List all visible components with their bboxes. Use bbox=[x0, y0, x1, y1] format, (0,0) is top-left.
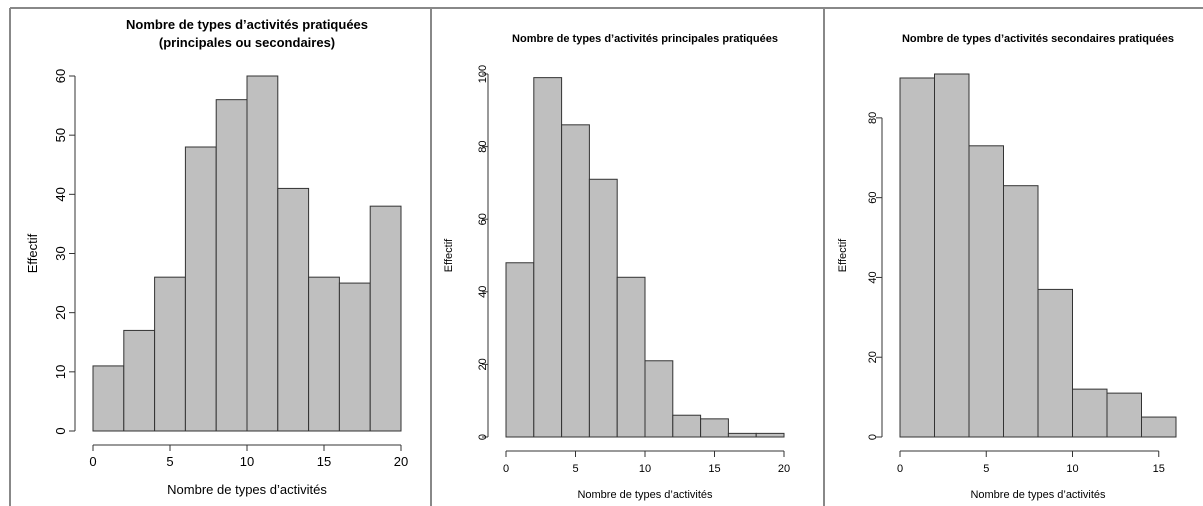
x-tick-label: 15 bbox=[317, 454, 331, 469]
y-tick-label: 80 bbox=[867, 112, 879, 124]
y-tick-label: 80 bbox=[477, 140, 489, 152]
histogram-bar bbox=[1072, 388, 1108, 438]
histogram-bar bbox=[644, 360, 674, 438]
x-tick-label: 20 bbox=[778, 463, 790, 475]
y-tick-label: 10 bbox=[53, 365, 68, 379]
histogram-bar bbox=[672, 414, 702, 438]
histogram-panel-all: Nombre de types d’activités pratiquées (p… bbox=[25, 17, 408, 497]
histogram-bar bbox=[184, 146, 217, 432]
y-tick-label: 60 bbox=[867, 192, 879, 204]
x-tick-label: 5 bbox=[572, 463, 578, 475]
histogram-bar bbox=[277, 187, 310, 432]
histogram-bar bbox=[899, 77, 935, 438]
histogram-bar bbox=[1106, 392, 1142, 438]
x-tick-label: 5 bbox=[983, 463, 989, 475]
histogram-bar bbox=[92, 365, 125, 432]
histogram-bar bbox=[1003, 185, 1039, 438]
histogram-bar bbox=[338, 282, 371, 432]
histogram-bar bbox=[755, 432, 785, 438]
histogram-bar bbox=[369, 205, 402, 432]
y-tick-label: 20 bbox=[53, 305, 68, 319]
y-tick-label: 60 bbox=[477, 213, 489, 225]
histogram-panel-principales: Nombre de types d’activités principales … bbox=[443, 33, 790, 501]
histogram-bar bbox=[727, 432, 757, 438]
y-tick-label: 40 bbox=[53, 187, 68, 201]
y-tick-label: 20 bbox=[477, 358, 489, 370]
chart-title-line: Nombre de types d’activités secondaires … bbox=[902, 33, 1174, 45]
histogram-panel-secondaires: Nombre de types d’activités secondaires … bbox=[837, 33, 1177, 501]
y-tick-label: 20 bbox=[867, 351, 879, 363]
y-tick-label: 0 bbox=[477, 434, 489, 440]
x-tick-label: 0 bbox=[503, 463, 509, 475]
y-axis-label: Effectif bbox=[837, 238, 849, 272]
x-tick-label: 5 bbox=[166, 454, 173, 469]
x-axis-label: Nombre de types d’activités bbox=[577, 489, 713, 501]
chart-title-line: (principales ou secondaires) bbox=[159, 35, 335, 50]
histogram-bar bbox=[505, 262, 535, 438]
x-tick-label: 20 bbox=[394, 454, 408, 469]
x-tick-label: 0 bbox=[897, 463, 903, 475]
histogram-bar bbox=[308, 276, 340, 432]
y-tick-label: 40 bbox=[477, 286, 489, 298]
histogram-bar bbox=[246, 75, 279, 432]
x-tick-label: 10 bbox=[240, 454, 254, 469]
histogram-bar bbox=[616, 276, 646, 438]
histogram-bar bbox=[588, 178, 618, 438]
histogram-bar bbox=[533, 77, 563, 438]
histogram-bar bbox=[123, 329, 156, 432]
y-tick-label: 100 bbox=[477, 65, 489, 83]
chart-title-line: Nombre de types d’activités principales … bbox=[512, 33, 778, 45]
histogram-bar bbox=[1037, 288, 1073, 438]
y-tick-label: 40 bbox=[867, 271, 879, 283]
y-tick-label: 50 bbox=[53, 128, 68, 142]
chart-title-line: Nombre de types d’activités pratiquées bbox=[126, 17, 368, 32]
histogram-bar bbox=[700, 418, 729, 438]
y-tick-label: 0 bbox=[867, 434, 879, 440]
x-axis-label: Nombre de types d’activités bbox=[167, 482, 327, 497]
histogram-bar bbox=[934, 73, 970, 438]
x-tick-label: 10 bbox=[1066, 463, 1078, 475]
x-tick-label: 10 bbox=[639, 463, 651, 475]
x-tick-label: 0 bbox=[89, 454, 96, 469]
y-tick-label: 30 bbox=[53, 246, 68, 260]
histogram-bar bbox=[561, 124, 590, 438]
histogram-bar bbox=[154, 276, 186, 432]
y-tick-label: 60 bbox=[53, 69, 68, 83]
y-axis-label: Effectif bbox=[443, 238, 455, 272]
histogram-bar bbox=[968, 145, 1004, 438]
histogram-bar bbox=[1141, 416, 1177, 438]
x-tick-label: 15 bbox=[1153, 463, 1165, 475]
x-axis-label: Nombre de types d’activités bbox=[970, 489, 1106, 501]
y-axis-label: Effectif bbox=[25, 233, 40, 273]
x-tick-label: 15 bbox=[708, 463, 720, 475]
y-tick-label: 0 bbox=[53, 427, 68, 434]
histogram-bar bbox=[215, 99, 248, 432]
